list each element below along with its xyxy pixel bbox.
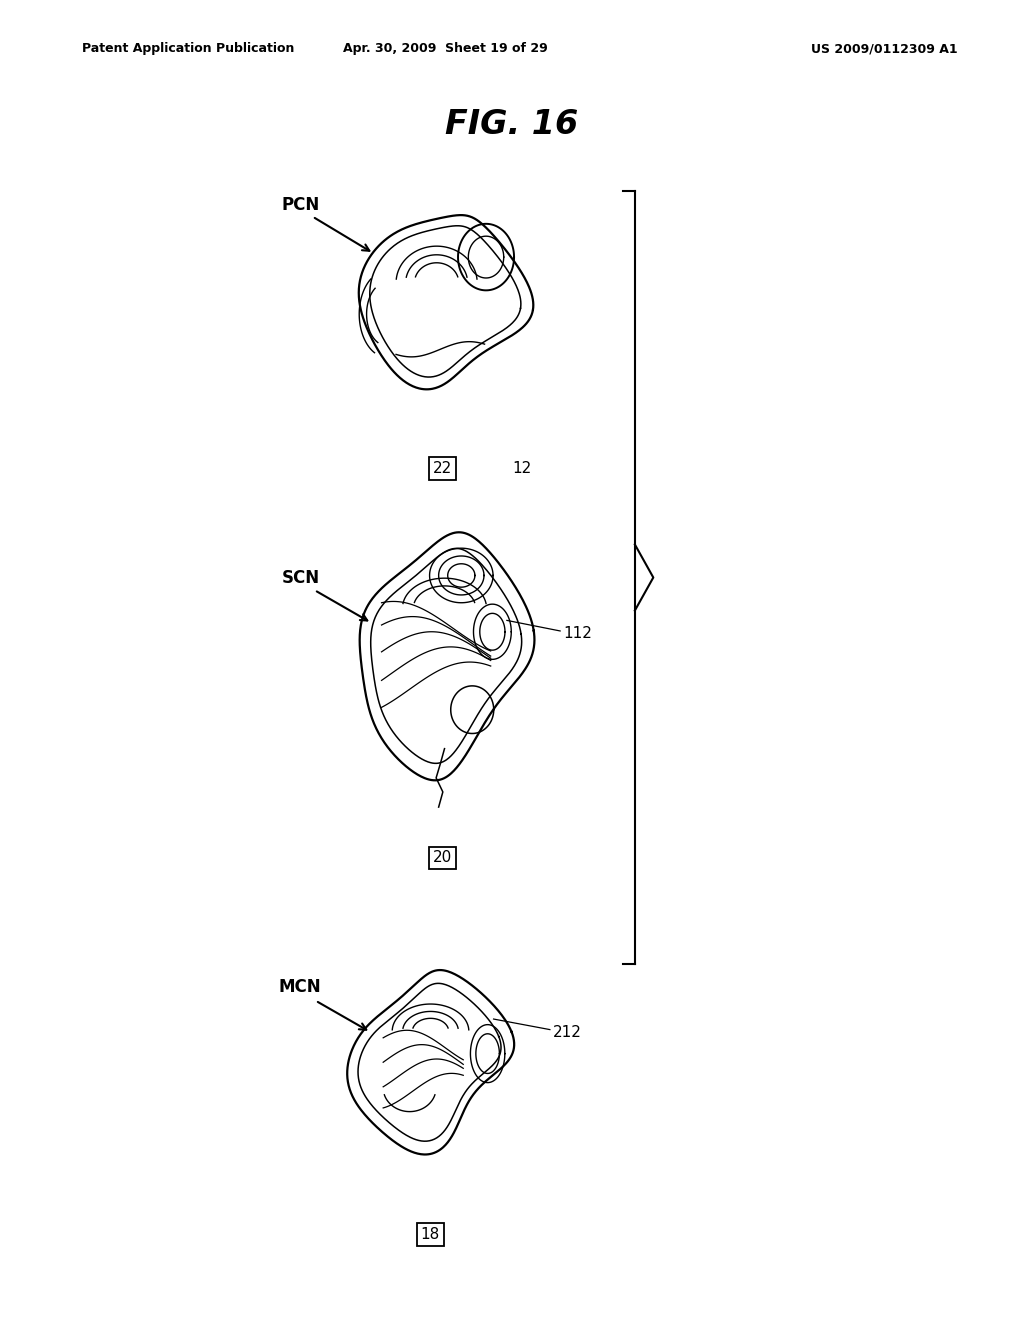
Text: 18: 18 <box>421 1226 439 1242</box>
Text: 112: 112 <box>563 626 592 642</box>
Text: MCN: MCN <box>279 978 322 997</box>
Text: 20: 20 <box>433 850 452 866</box>
Text: US 2009/0112309 A1: US 2009/0112309 A1 <box>811 42 957 55</box>
Text: Apr. 30, 2009  Sheet 19 of 29: Apr. 30, 2009 Sheet 19 of 29 <box>343 42 548 55</box>
Text: 22: 22 <box>433 461 452 477</box>
Text: PCN: PCN <box>282 195 319 214</box>
Text: FIG. 16: FIG. 16 <box>445 108 579 141</box>
Text: Patent Application Publication: Patent Application Publication <box>82 42 294 55</box>
Text: 12: 12 <box>512 461 531 477</box>
Text: SCN: SCN <box>282 569 319 587</box>
Text: 212: 212 <box>553 1024 582 1040</box>
